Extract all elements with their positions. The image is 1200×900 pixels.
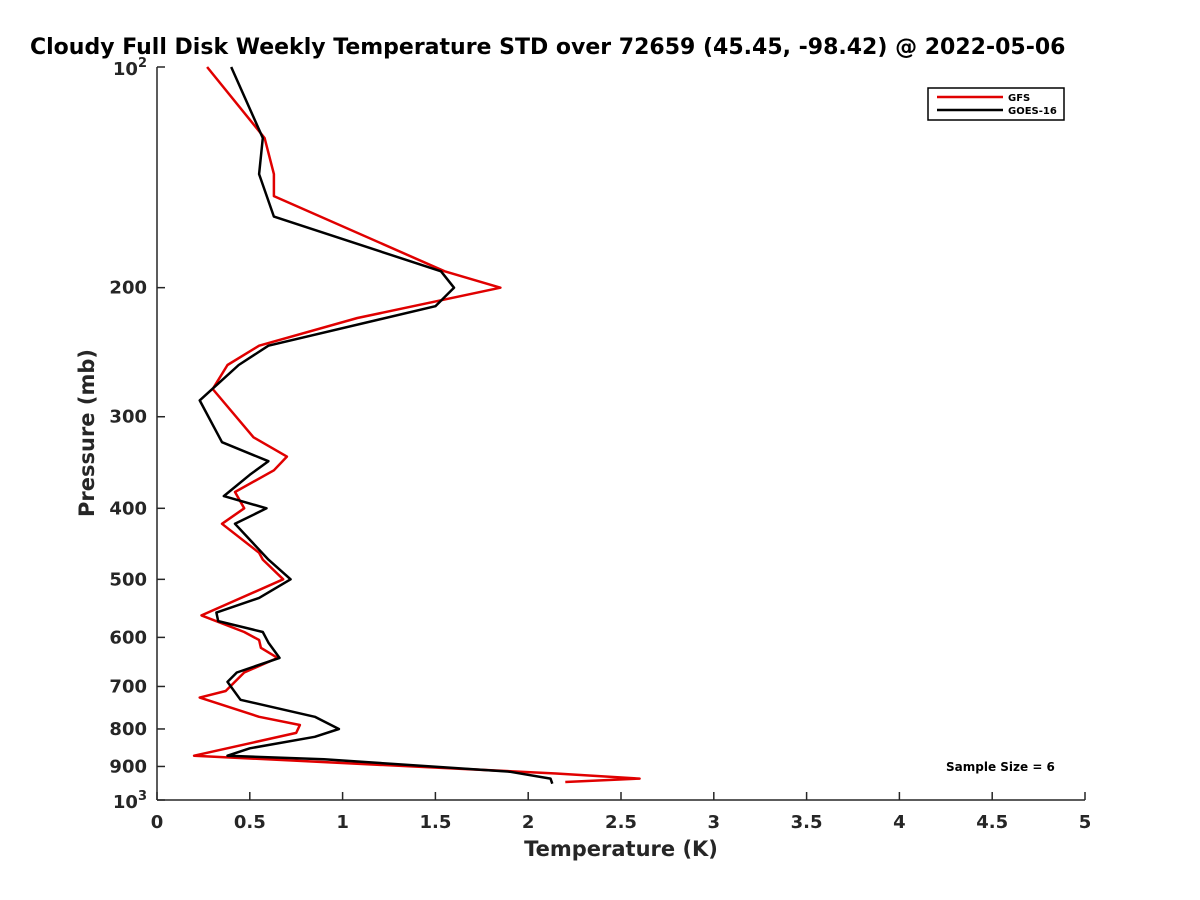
x-tick-label: 2: [522, 812, 535, 833]
series-line-goes16: [198, 66, 554, 785]
legend: GFS GOES-16: [927, 87, 1065, 121]
y-tick-label: 200: [109, 278, 147, 299]
x-tick-label: 4.5: [976, 812, 1008, 833]
y-tick-label-power: 103: [113, 789, 147, 813]
x-tick-label: 1.5: [419, 812, 451, 833]
y-tick-label: 900: [109, 756, 147, 777]
y-tick-label: 300: [109, 407, 147, 428]
x-tick-label: 3: [708, 812, 721, 833]
y-tick-label: 400: [109, 498, 147, 519]
legend-box: [927, 87, 1065, 121]
series-line-gfs: [192, 66, 641, 784]
sample-size-annotation: Sample Size = 6: [946, 760, 1055, 774]
x-tick-label: 0.5: [234, 812, 266, 833]
chart-title: Cloudy Full Disk Weekly Temperature STD …: [30, 35, 1065, 60]
y-tick-label: 700: [109, 676, 147, 697]
x-tick-label: 5: [1079, 812, 1092, 833]
x-tick-label: 4: [893, 812, 906, 833]
y-tick-label-power: 102: [113, 56, 147, 80]
y-axis-label: Pressure (mb): [75, 349, 99, 517]
y-tick-label: 500: [109, 569, 147, 590]
y-tick-label: 800: [109, 719, 147, 740]
x-tick-label: 2.5: [605, 812, 637, 833]
series-layer: [192, 66, 641, 785]
y-tick-label: 600: [109, 627, 147, 648]
x-tick-label: 0: [151, 812, 164, 833]
x-tick-label: 1: [336, 812, 349, 833]
legend-label-gfs: GFS: [1008, 93, 1030, 104]
x-ticks: 0 0.5 1 1.5 2 2.5 3 3.5 4 4.5 5: [151, 792, 1092, 833]
x-tick-label: 3.5: [791, 812, 823, 833]
x-axis-label: Temperature (K): [524, 837, 718, 861]
y-ticks: 200 300 400 500 600 700 800 900 102 103: [109, 56, 165, 813]
legend-label-goes16: GOES-16: [1008, 106, 1057, 117]
